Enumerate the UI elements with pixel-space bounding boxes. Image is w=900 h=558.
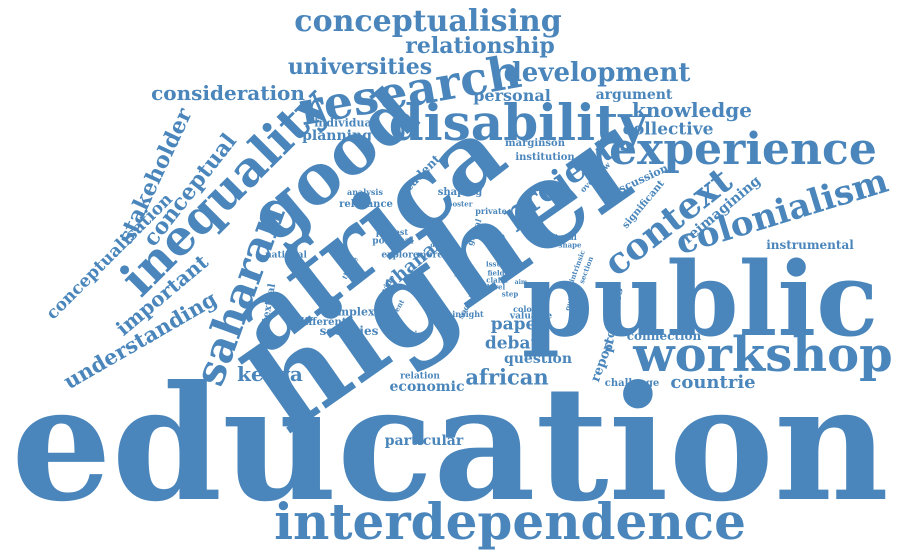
word-debate: debate (484, 333, 550, 354)
word-knowledge: knowledge (632, 98, 752, 122)
word-marginson: marginson (505, 138, 565, 149)
word-issue: issue (485, 259, 507, 269)
word-political: political (372, 236, 414, 247)
word-shaping: shaping (437, 187, 483, 198)
word-analysis: analysis (347, 187, 383, 197)
word-universities: universities (287, 54, 433, 80)
word-planning: planning (302, 128, 372, 144)
word-particular: particular (384, 433, 464, 449)
word-experience: experience (609, 124, 877, 175)
word-shape: shape (558, 240, 582, 250)
word-argument: argument (595, 87, 673, 103)
word-individual: individual (314, 116, 376, 130)
word-paper: paper (490, 314, 546, 335)
word-education: education (11, 352, 889, 537)
word-countrie: countrie (670, 372, 756, 393)
word-aim: aim (514, 279, 528, 286)
word-insight: insight (452, 309, 484, 319)
word-collective: collective (622, 119, 714, 140)
word-economic: economic (389, 379, 465, 395)
word-level: level (486, 282, 506, 292)
word-colonial: colonial (513, 304, 549, 314)
word-claim: claim (486, 275, 508, 285)
word-consideration: consideration (151, 81, 305, 105)
word-more: more (417, 250, 443, 261)
word-depth: depth (430, 242, 450, 249)
word-personal: personal (473, 86, 551, 105)
word-poster: poster (447, 199, 473, 209)
word-kenya: kenya (237, 362, 303, 386)
word-workshop: workshop (633, 327, 893, 383)
word-face: face (418, 293, 432, 300)
word-conceptualising: conceptualising (294, 4, 562, 39)
word-way: way (426, 299, 440, 306)
word-relation: relation (400, 371, 440, 382)
word-question: question (503, 351, 573, 367)
word-field: field (487, 268, 505, 278)
word-interdependence: interdependence (274, 492, 746, 551)
word-relationship: relationship (405, 33, 555, 59)
word-national: national (265, 250, 307, 261)
word-african: african (465, 364, 549, 390)
word-protest: protest (375, 227, 409, 237)
word-step: step (501, 289, 519, 299)
word-argue: argue (479, 231, 505, 241)
word-disability: disability (388, 93, 648, 152)
word-year: year (453, 270, 469, 277)
word-different: different (297, 317, 347, 328)
word-instrumental: instrumental (766, 238, 854, 252)
word-valuable: valuable (509, 311, 553, 322)
word-public: public (521, 240, 879, 360)
word-main: main (435, 246, 453, 253)
word-institution: institution (515, 152, 575, 163)
word-relevance: relevance (339, 199, 393, 210)
word-connection: connection (626, 329, 702, 343)
word-design: design (399, 329, 429, 339)
word-cultural: cultural (541, 232, 577, 242)
word-form: form (469, 287, 487, 294)
word-challenge: challenge (604, 378, 660, 389)
word-development: development (503, 58, 691, 88)
word-explore: explore (381, 250, 419, 261)
word-private: private (475, 206, 507, 216)
word-societies: societies (319, 324, 379, 338)
word-complex: complex (323, 305, 375, 319)
